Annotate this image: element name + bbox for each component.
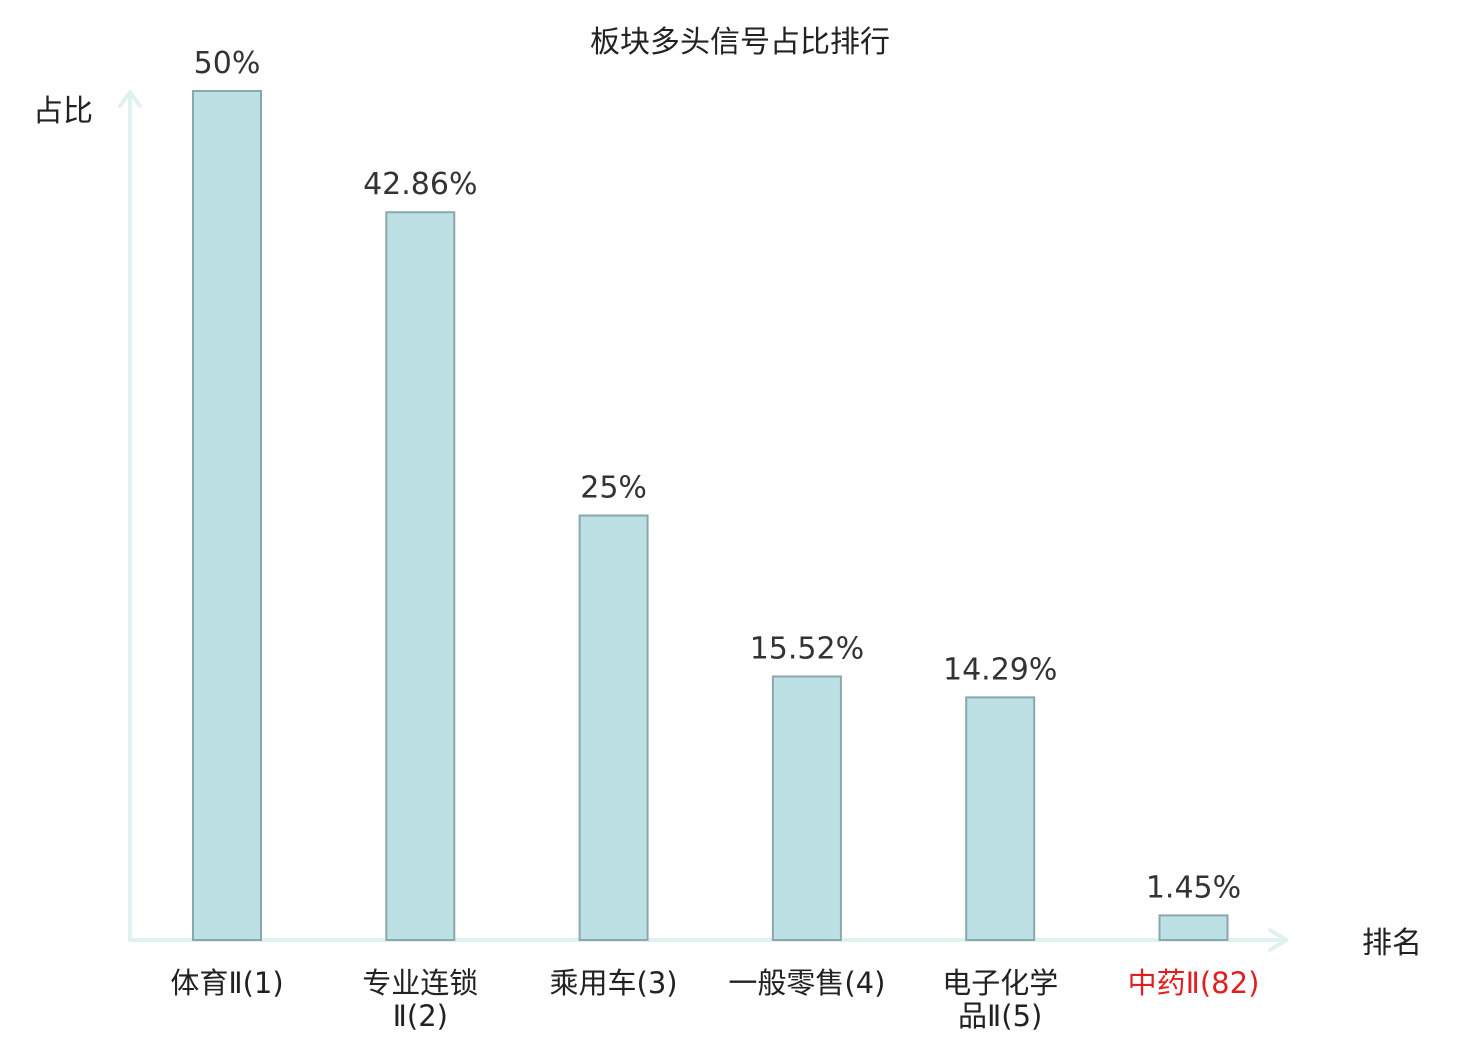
- data-label: 1.45%: [1146, 870, 1241, 905]
- bar: [192, 90, 262, 941]
- x-tick-label: 中药Ⅱ(82): [1128, 966, 1260, 1000]
- data-label: 15.52%: [750, 631, 864, 666]
- x-axis-label: 排名: [1362, 926, 1422, 961]
- data-label: 25%: [580, 471, 647, 506]
- bar: [965, 696, 1036, 941]
- axes: [118, 90, 1288, 952]
- x-tick-label: 体育Ⅱ(1): [170, 966, 283, 1000]
- y-axis-label: 占比: [33, 94, 93, 129]
- x-tick-label: Ⅱ(2): [393, 999, 448, 1033]
- y-axis-arrow: [118, 90, 142, 108]
- data-label: 42.86%: [363, 167, 477, 202]
- x-tick-label: 专业连锁: [362, 966, 478, 1000]
- data-label: 14.29%: [943, 652, 1057, 687]
- bar: [1158, 914, 1229, 942]
- chart-title: 板块多头信号占比排行: [590, 25, 890, 60]
- x-tick-label: 乘用车(3): [550, 966, 678, 1000]
- x-tick-label: 一般零售(4): [728, 966, 885, 1000]
- bar: [385, 211, 456, 942]
- bars: [192, 90, 1229, 942]
- data-label: 50%: [194, 46, 261, 81]
- x-tick-label: 电子化学: [942, 966, 1058, 1000]
- value-labels: 50% 42.86% 25% 15.52% 14.29% 1.45%: [194, 46, 1242, 905]
- bar: [578, 514, 649, 941]
- bar: [771, 675, 842, 941]
- x-tick-label: 品Ⅱ(5): [958, 999, 1042, 1033]
- x-axis-arrow: [1268, 928, 1288, 952]
